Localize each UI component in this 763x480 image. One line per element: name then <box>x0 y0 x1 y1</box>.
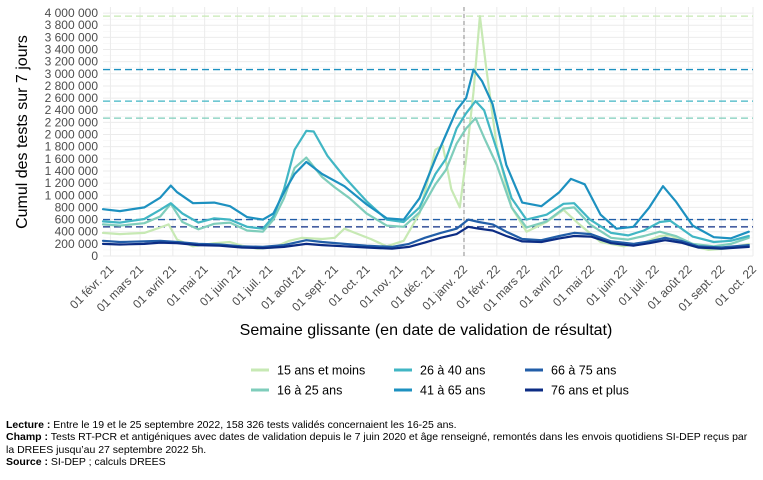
note-champ-text: Tests RT-PCR et antigéniques avec dates … <box>6 431 748 456</box>
legend-label: 41 à 65 ans <box>420 384 485 398</box>
legend-label: 15 ans et moins <box>277 364 365 378</box>
note-champ-label: Champ : <box>6 431 48 444</box>
y-tick-label: 1 800 000 <box>45 140 99 154</box>
y-tick-label: 2 200 000 <box>45 115 99 129</box>
chart-series <box>101 15 750 251</box>
legend-item: 76 ans et plus <box>525 384 629 398</box>
note-source-label: Source : <box>6 456 49 469</box>
y-tick-label: 2 000 000 <box>45 128 99 142</box>
chart-gridlines <box>103 7 754 257</box>
y-tick-label: 200 000 <box>55 237 99 251</box>
series-line <box>101 68 750 240</box>
y-tick-label: 3 400 000 <box>45 43 99 57</box>
note-lecture: Lecture : Entre le 19 et le 25 septembre… <box>6 419 758 431</box>
chart-legend: 15 ans et moins 16 à 25 ans 26 à 40 ans 41 … <box>251 364 629 398</box>
chart-notes: Lecture : Entre le 19 et le 25 septembre… <box>6 419 758 469</box>
legend-label: 76 ans et plus <box>551 384 629 398</box>
y-tick-label: 2 600 000 <box>45 91 99 105</box>
note-source: Source : SI-DEP ; calculs DREES <box>6 456 758 468</box>
note-champ: Champ : Tests RT-PCR et antigéniques ave… <box>6 431 758 456</box>
y-tick-label: 600 000 <box>55 213 99 227</box>
note-source-text: SI-DEP ; calculs DREES <box>48 456 166 469</box>
y-tick-label: 1 600 000 <box>45 152 99 166</box>
peak-reference-lines <box>103 15 753 228</box>
legend-item: 16 à 25 ans <box>251 384 342 398</box>
y-tick-label: 2 800 000 <box>45 79 99 93</box>
x-axis-title: Semaine glissante (en date de validation… <box>240 322 613 339</box>
legend-label: 26 à 40 ans <box>420 364 485 378</box>
series-line <box>101 15 750 251</box>
note-lecture-text: Entre le 19 et le 25 septembre 2022, 158… <box>50 419 457 431</box>
legend-label: 66 à 75 ans <box>551 364 616 378</box>
series-line <box>101 99 750 244</box>
y-axis-title: Cumul des tests sur 7 jours <box>14 35 31 229</box>
y-tick-label: 800 000 <box>55 200 99 214</box>
y-tick-label: 3 800 000 <box>45 18 99 32</box>
y-tick-label: 4 000 000 <box>45 6 99 20</box>
legend-item: 41 à 65 ans <box>394 384 485 398</box>
y-tick-label: 1 200 000 <box>45 176 99 190</box>
series-line <box>101 225 750 250</box>
legend-label: 16 à 25 ans <box>277 384 342 398</box>
series-line <box>101 218 750 249</box>
y-tick-label: 2 400 000 <box>45 103 99 117</box>
note-lecture-label: Lecture : <box>6 419 51 431</box>
y-tick-label: 1 400 000 <box>45 164 99 178</box>
y-tick-label: 1 000 000 <box>45 188 99 202</box>
y-tick-label: 3 600 000 <box>45 30 99 44</box>
legend-item: 15 ans et moins <box>251 364 365 378</box>
series-line <box>101 116 750 248</box>
y-tick-label: 3 000 000 <box>45 67 99 81</box>
y-tick-label: 3 200 000 <box>45 55 99 69</box>
legend-item: 66 à 75 ans <box>525 364 616 378</box>
y-tick-label: 400 000 <box>55 225 99 239</box>
y-tick-label: 0 <box>91 249 98 263</box>
legend-item: 26 à 40 ans <box>394 364 485 378</box>
